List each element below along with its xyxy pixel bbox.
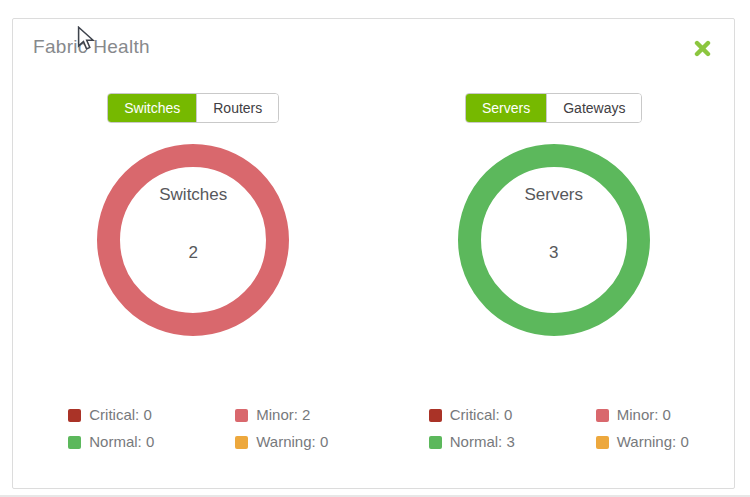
legend-item-critical: Critical: 0 xyxy=(68,406,235,424)
switches-donut-value: 2 xyxy=(97,243,289,263)
warning-swatch xyxy=(235,436,248,449)
legend-item-minor: Minor: 2 xyxy=(235,406,328,424)
charts-row: Switches Routers Switches 2 Critical: 0 … xyxy=(13,93,734,451)
toggle-gateways-button[interactable]: Gateways xyxy=(546,94,641,122)
servers-legend: Critical: 0 Minor: 0 Normal: 3 Warning: … xyxy=(429,406,679,451)
legend-item-warning: Warning: 0 xyxy=(235,433,328,451)
switches-donut-chart: Switches 2 xyxy=(97,144,289,336)
minor-swatch xyxy=(235,409,248,422)
toggle-routers-button[interactable]: Routers xyxy=(196,94,278,122)
close-button[interactable] xyxy=(694,40,711,57)
servers-donut-chart: Servers 3 xyxy=(458,144,650,336)
toggle-servers-button[interactable]: Servers xyxy=(466,94,546,122)
switches-chart-column: Switches Routers Switches 2 Critical: 0 … xyxy=(13,93,374,451)
servers-donut-label: Servers xyxy=(458,185,650,205)
critical-swatch xyxy=(429,409,442,422)
critical-swatch xyxy=(68,409,81,422)
legend-label: Minor: 2 xyxy=(256,406,310,424)
servers-gateways-toggle: Servers Gateways xyxy=(465,93,642,123)
legend-label: Minor: 0 xyxy=(617,406,671,424)
warning-swatch xyxy=(596,436,609,449)
legend-item-minor: Minor: 0 xyxy=(596,406,689,424)
servers-donut-ring xyxy=(458,144,650,336)
toggle-switches-button[interactable]: Switches xyxy=(108,94,196,122)
legend-label: Warning: 0 xyxy=(256,433,328,451)
legend-item-normal: Normal: 3 xyxy=(429,433,596,451)
legend-label: Normal: 3 xyxy=(450,433,515,451)
normal-swatch xyxy=(68,436,81,449)
switches-donut-ring xyxy=(97,144,289,336)
page-title: Fabric Health xyxy=(33,36,150,58)
switches-legend: Critical: 0 Minor: 2 Normal: 0 Warning: … xyxy=(68,406,318,451)
dialog-header: Fabric Health xyxy=(13,19,734,58)
switches-routers-toggle: Switches Routers xyxy=(107,93,279,123)
close-icon xyxy=(694,40,711,57)
fabric-health-dialog: Fabric Health Switches Routers Switches … xyxy=(12,18,735,489)
switches-donut-label: Switches xyxy=(97,185,289,205)
servers-donut-value: 3 xyxy=(458,243,650,263)
servers-chart-column: Servers Gateways Servers 3 Critical: 0 M… xyxy=(374,93,735,451)
legend-item-warning: Warning: 0 xyxy=(596,433,689,451)
legend-item-normal: Normal: 0 xyxy=(68,433,235,451)
legend-label: Warning: 0 xyxy=(617,433,689,451)
legend-label: Critical: 0 xyxy=(450,406,513,424)
normal-swatch xyxy=(429,436,442,449)
legend-label: Critical: 0 xyxy=(89,406,152,424)
legend-item-critical: Critical: 0 xyxy=(429,406,596,424)
minor-swatch xyxy=(596,409,609,422)
legend-label: Normal: 0 xyxy=(89,433,154,451)
